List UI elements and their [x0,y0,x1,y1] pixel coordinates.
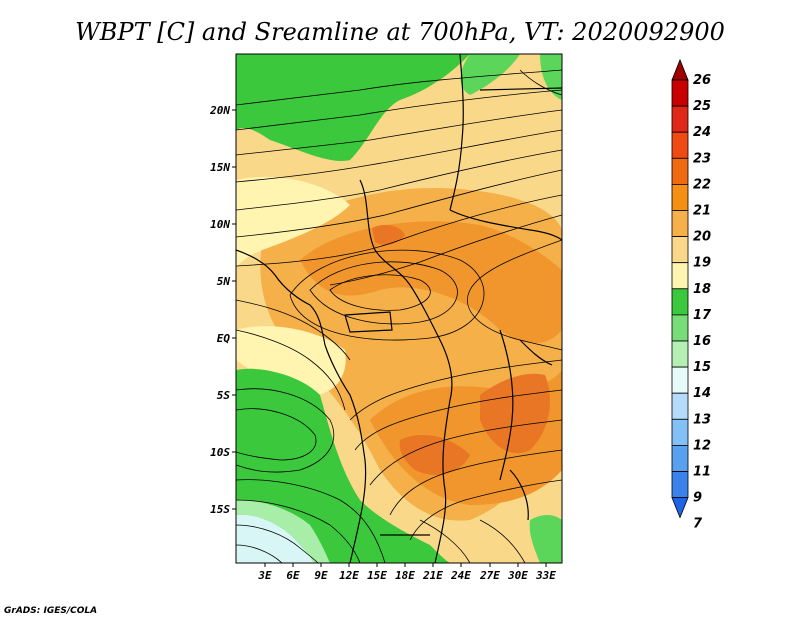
credit-label: GrADS: IGES/COLA [4,606,97,616]
field-orange [300,221,562,344]
lat-ticks [232,109,236,510]
lat-label-5n: 5N [217,275,231,288]
colorbar-label-23: 23 [693,151,711,166]
lon-label-3e: 3E [257,569,272,582]
lon-label-15e: 15E [367,569,387,582]
lon-label-12e: 12E [339,569,359,582]
lon-label-33e: 33E [535,569,556,582]
colorbar-swatch-12 [671,366,689,394]
lon-label-27e: 27E [479,569,500,582]
lon-label-9e: 9E [314,569,328,582]
colorbar-label-19: 19 [693,256,711,271]
colorbar-swatch-5 [671,183,689,211]
colorbar-swatch-7 [671,236,689,264]
colorbar-swatch-14 [671,418,689,446]
colorbar-label-14: 14 [693,386,711,401]
colorbar-swatch-9 [671,288,689,316]
colorbar-label-20: 20 [693,230,711,245]
colorbar-label-17: 17 [693,308,712,323]
lat-label-10n: 10N [210,218,230,231]
colorbar-label-18: 18 [693,282,711,297]
field-green-north-2 [460,54,520,95]
colorbar-swatch-2 [671,105,689,133]
colorbar-label-11: 11 [693,465,711,480]
lon-label-24e: 24E [450,569,471,582]
colorbar-bottom-arrow [671,497,689,519]
field-green-se [529,515,562,563]
colorbar-swatch-15 [671,444,689,472]
colorbar-label-21: 21 [693,204,711,219]
lon-label-6e: 6E [286,569,300,582]
lat-label-15s: 15S [210,503,230,516]
lat-axis: 20N 15N 10N 5N EQ 5S 10S 15S [209,104,230,516]
colorbar-swatch-4 [671,157,689,185]
colorbar-label-25: 25 [693,99,711,114]
lon-ticks [264,563,547,567]
colorbar-swatch-1 [671,79,689,107]
lat-label-5s: 5S [217,389,231,402]
map-frame [235,53,563,564]
lon-label-21e: 21E [422,569,443,582]
colorbar-label-12: 12 [693,438,711,453]
field-green-north [236,54,470,161]
colorbar-swatch-16 [671,471,689,499]
streamlines [236,69,562,563]
colorbar-label-15: 15 [693,360,711,375]
field-light-green [236,499,330,563]
map-panel[interactable] [236,54,562,563]
colorbar-label-7: 7 [693,517,703,532]
lon-label-30e: 30E [507,569,528,582]
field-dark-orange-2 [399,435,470,475]
lat-label-10s: 10S [210,446,230,459]
colorbar-label-22: 22 [693,177,711,192]
colorbar-swatch-3 [671,131,689,159]
colorbar: 26 25 24 23 22 21 20 19 18 17 16 15 14 13 12 11 9 7 [671,58,712,532]
colorbar-label-9: 9 [693,491,702,506]
lat-label-eq: EQ [217,332,231,345]
colorbar-label-24: 24 [693,125,711,140]
colorbar-swatch-11 [671,340,689,368]
colorbar-swatch-8 [671,262,689,290]
field-dark-orange-3 [372,224,405,246]
colorbar-label-16: 16 [693,334,711,349]
colorbar-swatch-6 [671,210,689,238]
lon-axis: 3E 6E 9E 12E 15E 18E 21E 24E 27E 30E 33E [257,569,556,582]
lon-label-18e: 18E [395,569,415,582]
country-borders [236,54,562,563]
lat-label-15n: 15N [210,161,230,174]
colorbar-label-26: 26 [693,73,711,88]
colorbar-swatch-10 [671,314,689,342]
colorbar-top-arrow [671,58,689,81]
lat-label-20n: 20N [209,104,230,117]
colorbar-swatch-13 [671,392,689,420]
chart-title: WBPT [C] and Sreamline at 700hPa, VT: 20… [75,18,725,46]
colorbar-label-13: 13 [693,412,711,427]
